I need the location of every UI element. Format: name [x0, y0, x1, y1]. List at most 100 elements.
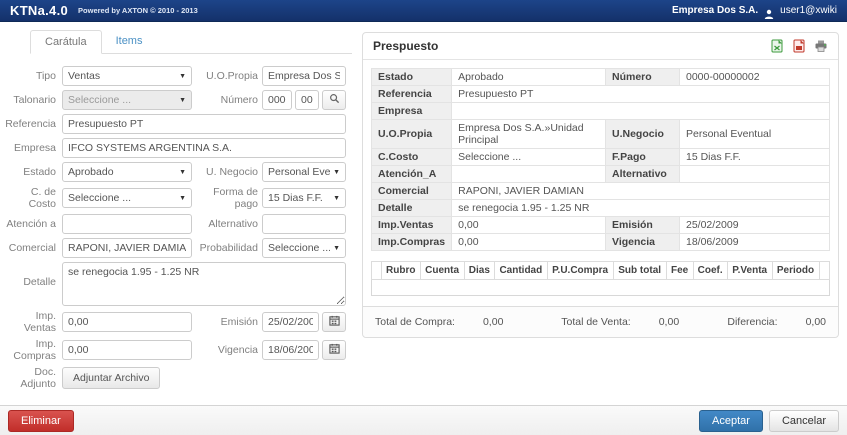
- chevron-down-icon: ▼: [333, 168, 340, 176]
- search-button[interactable]: [322, 90, 346, 110]
- comercial-label: Comercial: [8, 242, 56, 255]
- items-table: Rubro Cuenta Dias Cantidad P.U.Compra Su…: [371, 261, 830, 296]
- panel-title: Prespuesto: [373, 39, 439, 53]
- total-diferencia: Diferencia: 0,00: [727, 316, 826, 328]
- forma-de-pago-select[interactable]: 15 Dias F.F. ▼: [262, 188, 346, 209]
- alternativo-input[interactable]: [262, 214, 346, 235]
- chevron-down-icon: ▼: [179, 194, 186, 202]
- vigencia-label: Vigencia: [217, 344, 258, 357]
- summary-kv-table: Estado Aprobado Número 0000-00000002 Ref…: [370, 68, 830, 251]
- talonario-label: Talonario: [13, 93, 56, 106]
- u-negocio-select[interactable]: Personal Eventual ▼: [262, 162, 346, 182]
- cancelar-button[interactable]: Cancelar: [768, 409, 839, 432]
- form-row: Comercial Probabilidad Seleccione ... ▼: [4, 238, 346, 259]
- form-column: Carátula Items Tipo Ventas ▼ U.O.Propia …: [0, 22, 352, 395]
- navbar-right: Empresa Dos S.A. user1@xwiki: [672, 5, 837, 19]
- form-row: Referencia: [4, 114, 346, 134]
- numero-label: Número: [220, 93, 258, 106]
- c-de-costo-select[interactable]: Seleccione ... ▼: [62, 188, 192, 209]
- detalle-label: Detalle: [23, 276, 56, 289]
- vigencia-input[interactable]: [262, 340, 319, 361]
- table-row: Imp.Ventas 0,00 Emisión 25/02/2009: [370, 216, 830, 234]
- items-header-row: Rubro Cuenta Dias Cantidad P.U.Compra Su…: [371, 261, 830, 280]
- vigencia-calendar-button[interactable]: [322, 340, 346, 361]
- excel-export-icon[interactable]: [770, 39, 784, 53]
- probabilidad-label: Probabilidad: [199, 242, 258, 255]
- user-icon: [764, 6, 774, 19]
- print-icon[interactable]: [814, 39, 828, 53]
- detalle-textarea[interactable]: se renegocia 1.95 - 1.25 NR: [62, 262, 346, 307]
- form-row: Imp. Ventas Emisión: [4, 310, 346, 334]
- form-row: Estado Aprobado ▼ U. Negocio Personal Ev…: [4, 162, 346, 182]
- username-link[interactable]: user1@xwiki: [780, 5, 837, 16]
- imp-ventas-input[interactable]: [62, 312, 192, 333]
- table-row: Detalle se renegocia 1.95 - 1.25 NR: [370, 199, 830, 217]
- eliminar-button[interactable]: Eliminar: [8, 409, 74, 432]
- items-empty-row: [372, 280, 830, 296]
- form-row: Talonario Seleccione ... ▼ Número: [4, 90, 346, 110]
- emision-label: Emisión: [220, 316, 258, 329]
- form-row: Detalle se renegocia 1.95 - 1.25 NR: [4, 262, 346, 307]
- c-de-costo-label: C. de Costo: [28, 186, 56, 211]
- form-row: Empresa: [4, 138, 346, 158]
- form-row: Tipo Ventas ▼ U.O.Propia: [4, 66, 346, 86]
- caratula-form: Tipo Ventas ▼ U.O.Propia Talonario Selec…: [4, 66, 346, 391]
- numero-input[interactable]: [295, 90, 319, 110]
- u-negocio-label: U. Negocio: [206, 165, 258, 178]
- form-row: C. de Costo Seleccione ... ▼ Forma de pa…: [4, 186, 346, 210]
- adjuntar-archivo-button[interactable]: Adjuntar Archivo: [62, 367, 161, 390]
- totals-bar: Total de Compra: 0,00 Total de Venta: 0,…: [363, 306, 838, 337]
- imp-compras-input[interactable]: [62, 340, 192, 361]
- presupuesto-summary-panel: Prespuesto Estado Aprobado Número 0000-0…: [362, 32, 839, 338]
- table-row: Imp.Compras 0,00 Vigencia 18/06/2009: [370, 233, 830, 251]
- footer-bar: Eliminar Aceptar Cancelar: [0, 405, 847, 435]
- tab-bar: Carátula Items: [30, 30, 352, 54]
- app-title: KTNa.4.0: [10, 3, 69, 18]
- table-row: C.Costo Seleccione ... F.Pago 15 Dias F.…: [370, 148, 830, 166]
- forma-de-pago-label: Forma de pago: [213, 186, 258, 211]
- pdf-export-icon[interactable]: [792, 39, 806, 53]
- atencion-a-input[interactable]: [62, 214, 192, 235]
- talonario-select[interactable]: Seleccione ... ▼: [62, 90, 192, 110]
- tab-caratula[interactable]: Carátula: [30, 30, 102, 54]
- company-name[interactable]: Empresa Dos S.A.: [672, 5, 759, 16]
- panel-header: Prespuesto: [363, 33, 838, 60]
- tipo-select[interactable]: Ventas ▼: [62, 66, 192, 86]
- comercial-input[interactable]: [62, 238, 192, 259]
- estado-select[interactable]: Aprobado ▼: [62, 162, 192, 182]
- total-compra: Total de Compra: 0,00: [375, 316, 504, 328]
- chevron-down-icon: ▼: [179, 168, 186, 176]
- doc-adjunto-label: Doc. Adjunto: [20, 366, 56, 391]
- uo-propia-input[interactable]: [262, 66, 346, 86]
- emision-input[interactable]: [262, 312, 319, 333]
- probabilidad-select[interactable]: Seleccione ... ▼: [262, 238, 346, 259]
- chevron-down-icon: ▼: [333, 244, 340, 252]
- imp-compras-label: Imp. Compras: [13, 338, 56, 363]
- estado-label: Estado: [23, 165, 56, 178]
- referencia-input[interactable]: [62, 114, 346, 134]
- powered-by-text: Powered by AXTON © 2010 - 2013: [78, 6, 198, 15]
- chevron-down-icon: ▼: [179, 96, 186, 104]
- emision-calendar-button[interactable]: [322, 312, 346, 333]
- empresa-label: Empresa: [13, 141, 56, 154]
- form-row: Imp. Compras Vigencia: [4, 338, 346, 362]
- imp-ventas-label: Imp. Ventas: [23, 310, 56, 335]
- chevron-down-icon: ▼: [179, 72, 186, 80]
- aceptar-button[interactable]: Aceptar: [699, 409, 763, 432]
- calendar-icon: [328, 313, 340, 331]
- chevron-down-icon: ▼: [333, 194, 340, 202]
- search-icon: [329, 91, 340, 109]
- form-row: Atención a Alternativo: [4, 214, 346, 235]
- empresa-input[interactable]: [62, 138, 346, 158]
- numero-prefix-input[interactable]: [262, 90, 292, 110]
- tipo-label: Tipo: [35, 69, 56, 82]
- tab-items[interactable]: Items: [115, 35, 143, 47]
- uo-propia-label: U.O.Propia: [206, 69, 258, 82]
- form-row: Doc. Adjunto Adjuntar Archivo: [4, 366, 346, 390]
- top-navbar: KTNa.4.0 Powered by AXTON © 2010 - 2013 …: [0, 0, 847, 22]
- table-row: Comercial RAPONI, JAVIER DAMIAN: [370, 182, 830, 200]
- export-actions: [770, 39, 828, 53]
- table-row: Empresa: [370, 102, 830, 120]
- table-row: Atención_A Alternativo: [370, 165, 830, 183]
